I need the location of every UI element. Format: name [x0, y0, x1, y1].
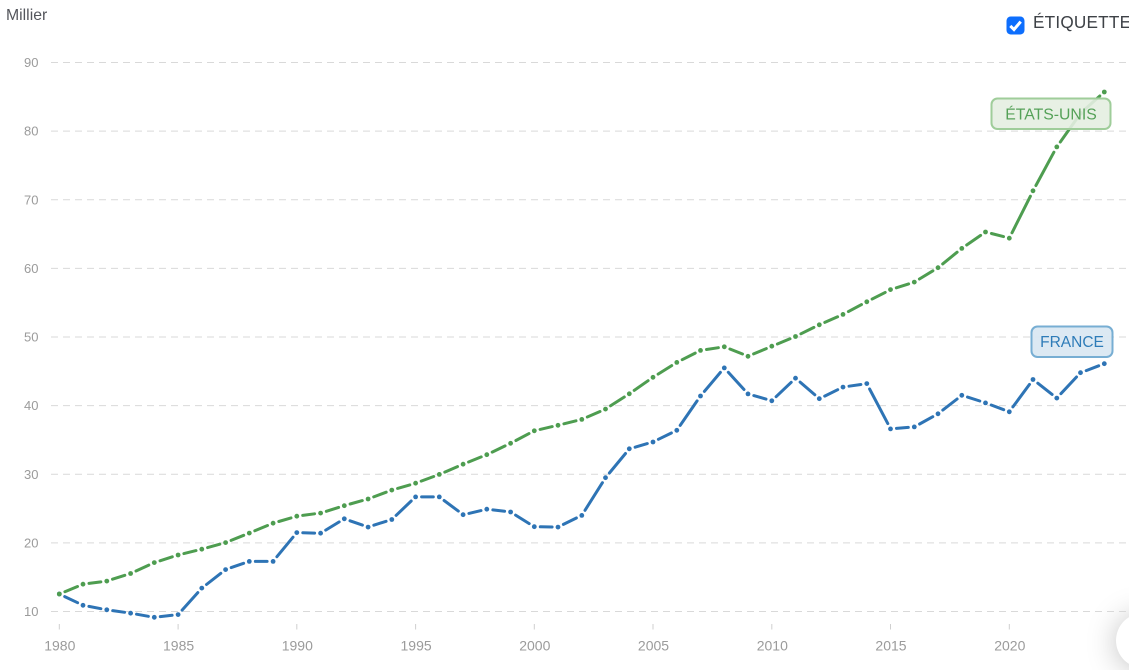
svg-text:40: 40 — [24, 398, 38, 413]
svg-text:50: 50 — [24, 330, 38, 345]
svg-text:20: 20 — [24, 536, 38, 551]
svg-text:80: 80 — [24, 124, 38, 139]
svg-text:1985: 1985 — [163, 637, 194, 653]
svg-text:1980: 1980 — [44, 637, 75, 653]
svg-text:70: 70 — [24, 192, 38, 207]
svg-text:30: 30 — [24, 467, 38, 482]
svg-text:ÉTATS-UNIS: ÉTATS-UNIS — [1005, 105, 1097, 124]
svg-text:10: 10 — [24, 604, 38, 619]
svg-text:60: 60 — [24, 261, 38, 276]
svg-text:2005: 2005 — [638, 637, 669, 653]
svg-text:2020: 2020 — [994, 637, 1025, 653]
svg-text:90: 90 — [24, 55, 38, 70]
svg-text:2015: 2015 — [875, 637, 906, 653]
svg-text:1995: 1995 — [401, 637, 432, 653]
svg-text:2000: 2000 — [519, 637, 550, 653]
svg-text:2010: 2010 — [757, 637, 788, 653]
svg-text:1990: 1990 — [282, 637, 313, 653]
svg-text:FRANCE: FRANCE — [1040, 334, 1104, 351]
